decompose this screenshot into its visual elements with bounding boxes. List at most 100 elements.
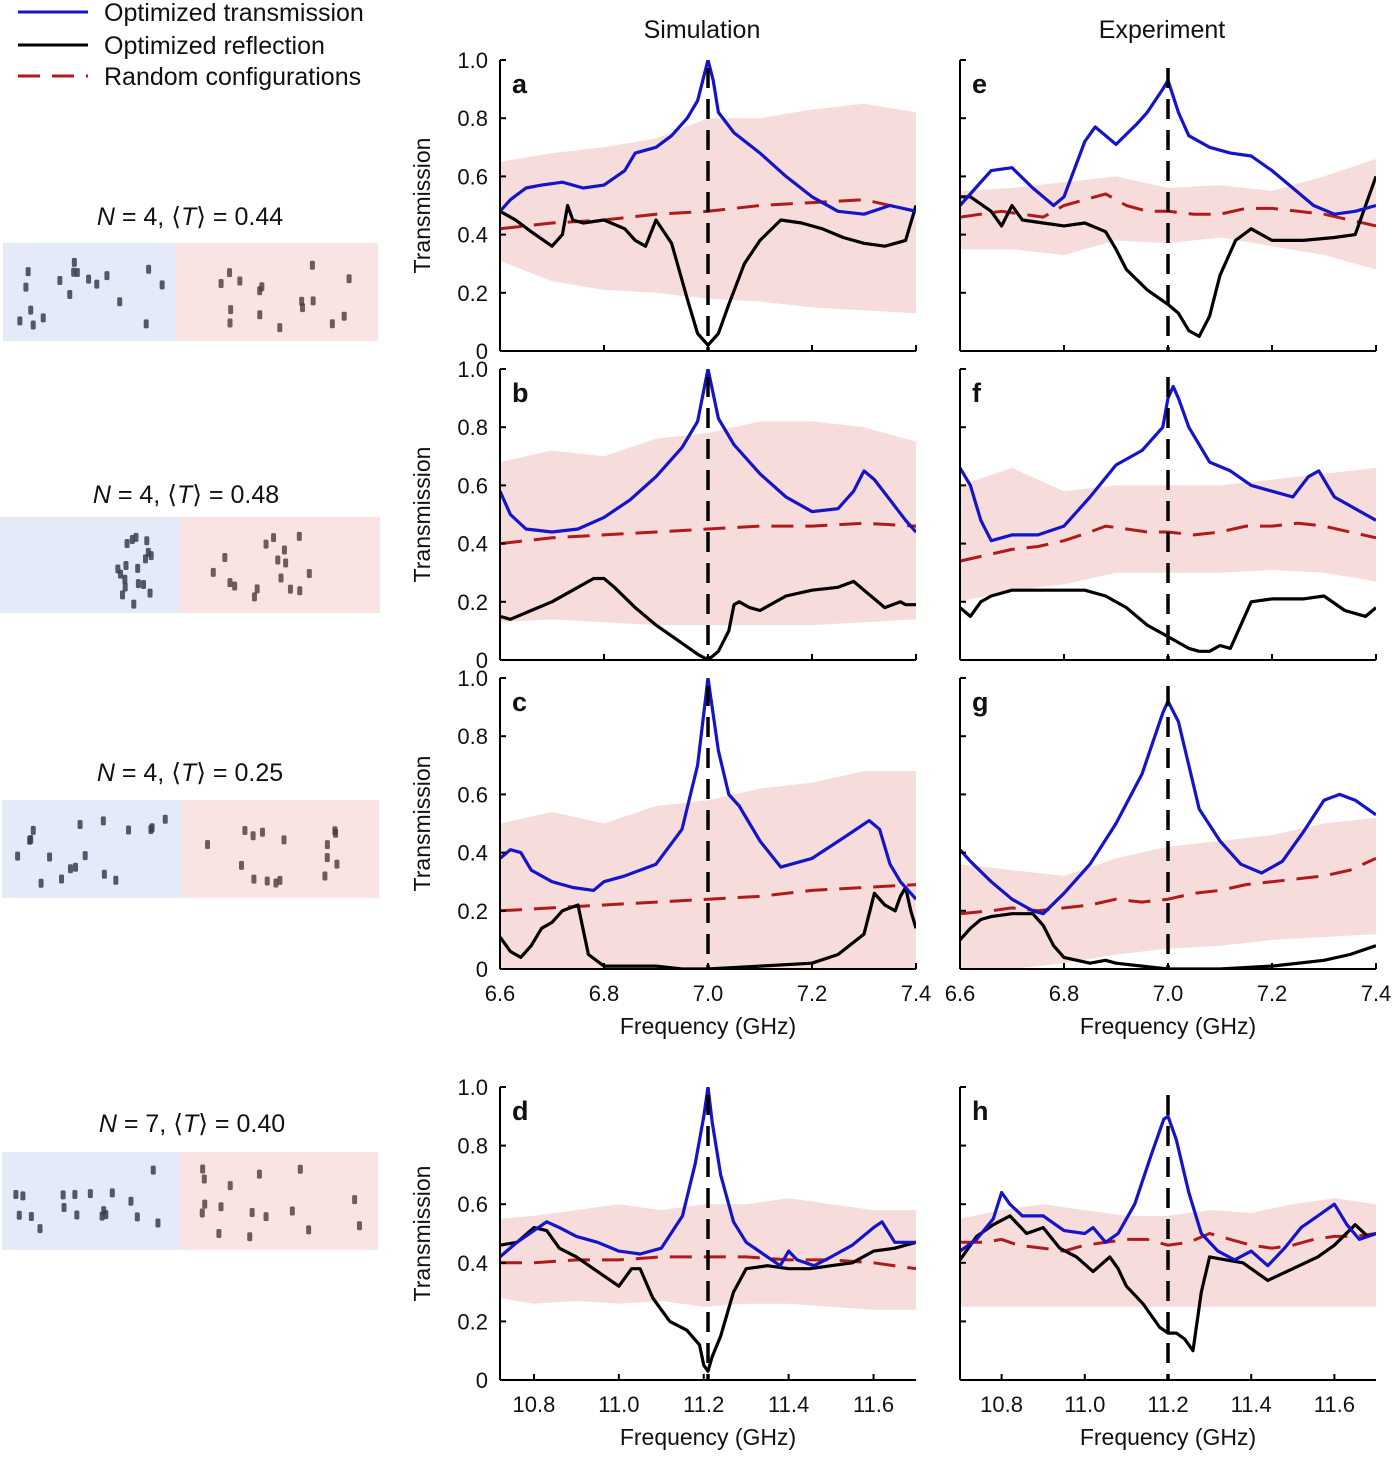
config-3-rod-right: [205, 839, 211, 849]
panel-c-ytick-label: 0.6: [457, 782, 488, 807]
config-3-rod-right: [259, 827, 265, 837]
panel-d-ytick-label: 1.0: [457, 1075, 488, 1100]
panel-c-ytick-label: 1.0: [457, 666, 488, 691]
panel-b-line-random: [500, 521, 916, 546]
chart-panels: 0 0.2 0.4 0.6 0.8 1.0 Transmission a e 0 0.2 0.4 0.6…: [409, 48, 1391, 1450]
config-2-right-region: [180, 517, 380, 613]
config-3-rod-left: [30, 825, 36, 835]
config-3-rod-right: [251, 874, 257, 884]
config-3-rod-left: [162, 814, 168, 824]
config-3-rod-right: [277, 875, 283, 885]
config-2-rod-left: [141, 579, 147, 589]
config-2-rod-left: [135, 579, 141, 589]
panel-a-ytick-label: 0.4: [457, 223, 488, 248]
config-4-rod-left: [155, 1218, 161, 1228]
config-2-rod-left: [129, 534, 135, 544]
panel-a-ytick-label: 0: [476, 339, 488, 364]
panel-c-ylabel: Transmission: [409, 756, 435, 892]
config-3-rod-left: [15, 851, 21, 861]
config-1-rod-right: [346, 274, 352, 284]
config-4-rod-right: [263, 1212, 269, 1222]
panel-a: 0 0.2 0.4 0.6 0.8 1.0 Transmission a: [409, 48, 917, 364]
panel-b-ytick-label: 1.0: [457, 357, 488, 382]
panel-d-xtick-label: 11.4: [768, 1392, 809, 1417]
panel-c-ytick-label: 0.2: [457, 899, 488, 924]
config-1-rod-right: [300, 303, 306, 313]
config-1-rod-right: [341, 311, 347, 321]
panel-e-line-transmission: [960, 78, 1376, 216]
config-2-rod-right: [275, 555, 281, 565]
panel-c-ytick-label: 0.4: [457, 841, 488, 866]
config-1-rod-left: [17, 316, 23, 326]
config-1-rod-right: [259, 282, 265, 292]
config-2-rod-left: [148, 551, 154, 561]
panel-g-xlabel: Frequency (GHz): [1080, 1013, 1256, 1039]
config-3-rod-right: [264, 876, 270, 886]
panel-d-xtick-label: 10.8: [513, 1392, 556, 1417]
panel-c-ytick-label: 0.8: [457, 724, 488, 749]
panel-b-letter: b: [512, 378, 529, 408]
panel-d-ytick-label: 0.6: [457, 1192, 488, 1217]
panel-g-xtick-label: 7.2: [1257, 981, 1288, 1006]
config-4-rod-right: [247, 1232, 253, 1242]
panel-d-letter: d: [512, 1096, 529, 1126]
config-4-rod-right: [218, 1202, 224, 1212]
config-1-rod-left: [28, 305, 34, 315]
panel-h-xtick-label: 11.0: [1064, 1392, 1105, 1417]
panel-h-xlabel: Frequency (GHz): [1080, 1424, 1256, 1450]
panel-b-random-band: [500, 421, 916, 626]
config-4-left-region: [2, 1152, 180, 1250]
panel-a-letter: a: [512, 69, 528, 99]
config-2-rod-left: [120, 590, 126, 600]
config-2-rod-right: [254, 584, 260, 594]
config-label-3: N = 4, ⟨T⟩ = 0.25: [97, 759, 283, 787]
config-1-rod-right: [310, 296, 316, 306]
config-3-rod-left: [77, 820, 83, 830]
config-1-rod-right: [277, 323, 283, 333]
panel-d-ytick-label: 0.4: [457, 1251, 488, 1276]
panel-b-ytick-label: 0.2: [457, 590, 488, 615]
panel-g-letter: g: [972, 687, 989, 717]
panel-b-ylabel: Transmission: [409, 447, 435, 583]
config-4-rod-right: [200, 1164, 206, 1174]
config-3-rod-left: [126, 825, 132, 835]
legend: Optimized transmission Optimized reflect…: [18, 0, 364, 91]
panel-b-ytick-label: 0: [476, 648, 488, 673]
config-1-rod-left: [86, 274, 92, 284]
panel-d-line-random: [500, 1255, 916, 1271]
panel-g-xtick-label: 7.4: [1361, 981, 1392, 1006]
panel-d-line-reflection: [500, 1225, 916, 1373]
config-2-rod-left: [135, 563, 141, 573]
panel-a-ytick-label: 1.0: [457, 48, 488, 73]
config-2-rod-left: [122, 582, 128, 592]
config-4-rod-left: [60, 1190, 66, 1200]
config-2-rod-right: [227, 578, 233, 588]
config-1-left-region: [3, 243, 175, 341]
panel-g-xtick-label: 7.0: [1153, 981, 1184, 1006]
panel-d-xlabel: Frequency (GHz): [620, 1424, 796, 1450]
config-1-rod-right: [227, 268, 233, 278]
panel-d: 0 0.2 0.4 0.6 0.8 1.0 10.8 11.0 11.2 11.4 11.6 Tran…: [409, 1075, 916, 1450]
panel-a-ytick-label: 0.6: [457, 164, 488, 189]
config-4-rod-right: [249, 1207, 255, 1217]
column-title-simulation: Simulation: [644, 16, 761, 44]
config-2-rod-right: [271, 533, 277, 543]
config-3-rod-right: [332, 826, 338, 836]
panel-h-xtick-label: 11.2: [1147, 1392, 1188, 1417]
panel-e-letter: e: [972, 69, 987, 99]
panel-d-xtick-label: 11.6: [853, 1392, 894, 1417]
panel-g-xtick-label: 6.6: [945, 981, 976, 1006]
panel-g-xtick-label: 6.8: [1049, 981, 1080, 1006]
panel-f: f: [959, 368, 1377, 661]
config-3-rod-right: [273, 878, 279, 888]
config-2-rod-left: [123, 560, 129, 570]
panel-b-ytick-label: 0.4: [457, 532, 488, 557]
config-1-rod-right: [218, 279, 224, 289]
config-4-rod-left: [134, 1212, 140, 1222]
legend-label-random: Random configurations: [104, 63, 361, 91]
config-1-rod-left: [57, 276, 63, 286]
config-2-left-region: [0, 517, 180, 613]
legend-label-transmission: Optimized transmission: [104, 0, 364, 27]
panel-c-xtick-label: 7.0: [693, 981, 724, 1006]
config-3-rod-left: [82, 851, 88, 861]
